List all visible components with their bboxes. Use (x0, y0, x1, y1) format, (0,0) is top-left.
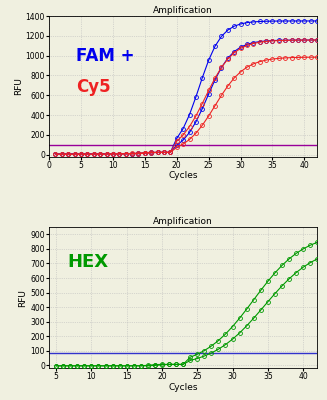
Title: Amplification: Amplification (153, 6, 213, 15)
Y-axis label: RFU: RFU (19, 289, 27, 306)
Text: Cy5: Cy5 (76, 78, 111, 96)
Title: Amplification: Amplification (153, 218, 213, 226)
Text: FAM +: FAM + (76, 47, 134, 65)
Y-axis label: RFU: RFU (14, 78, 23, 95)
Text: HEX: HEX (68, 252, 109, 270)
X-axis label: Cycles: Cycles (168, 171, 198, 180)
X-axis label: Cycles: Cycles (168, 382, 198, 392)
